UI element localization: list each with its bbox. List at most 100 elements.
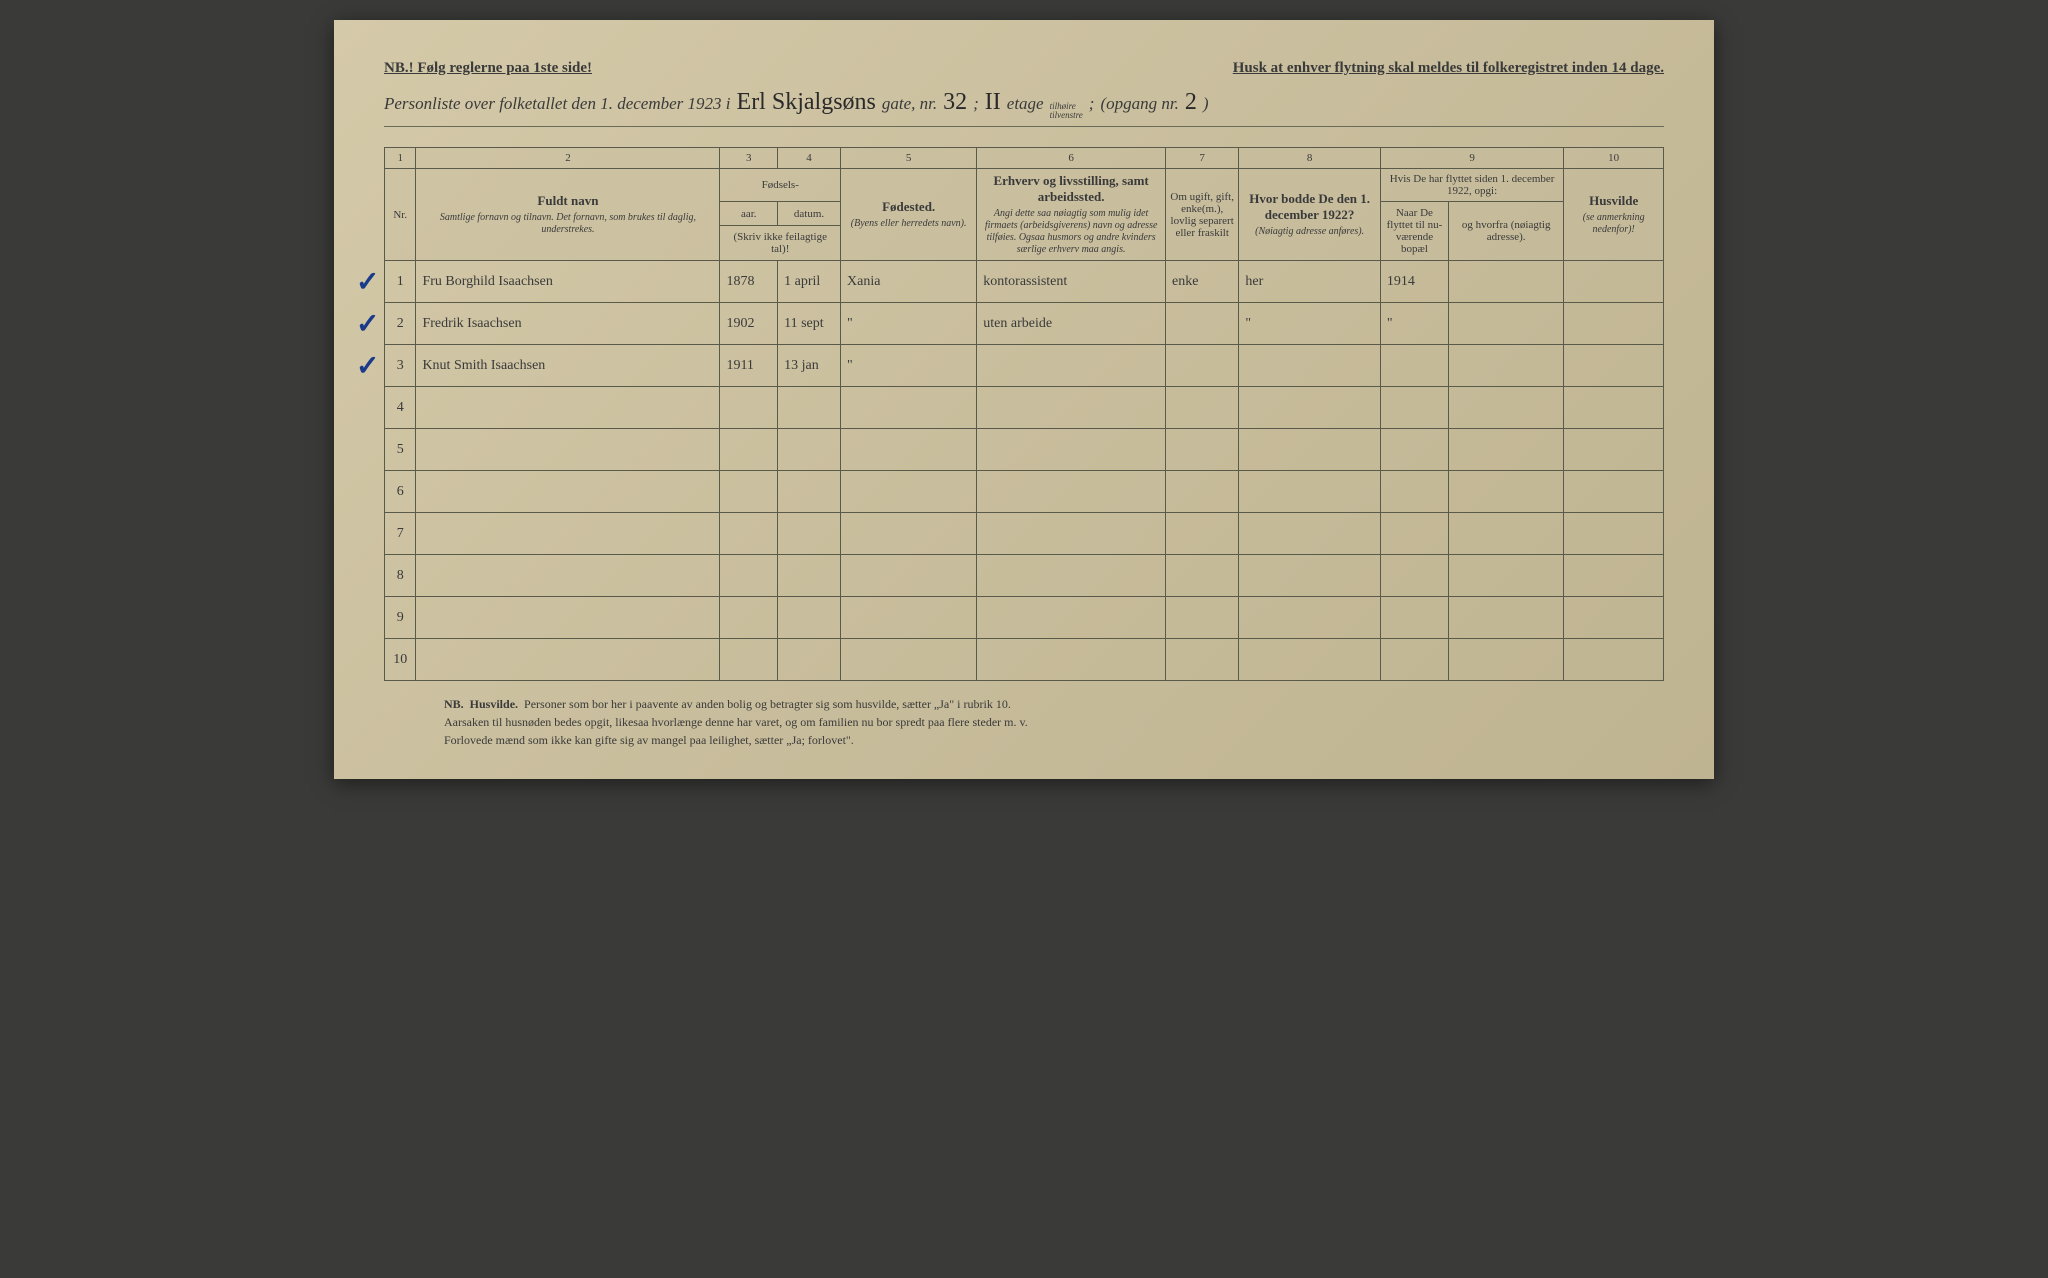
cell-name [416, 429, 720, 471]
cell-bodde [1239, 471, 1381, 513]
side-options: tilhøire tilvenstre [1050, 102, 1083, 120]
col-fodested-sub: (Byens eller herredets navn). [844, 218, 973, 230]
cell-status: enke [1165, 261, 1238, 303]
table-row: 4 [385, 387, 1664, 429]
cell-status [1165, 513, 1238, 555]
col-fodsels-sub: (Skriv ikke feilagtige tal)! [720, 226, 841, 261]
col-bodde: Hvor bodde De den 1. december 1922? (Nøi… [1239, 169, 1381, 261]
checkmark-icon: ✓ [356, 349, 379, 382]
etage-label: etage [1007, 94, 1044, 114]
cell-erhverv: uten arbeide [977, 303, 1166, 345]
cell-erhverv [977, 639, 1166, 681]
footer-line3: Forlovede mænd som ikke kan gifte sig av… [444, 733, 854, 747]
title-prefix: Personliste over folketallet den 1. dece… [384, 94, 731, 114]
cell-erhverv [977, 513, 1166, 555]
colnum-7: 7 [1165, 148, 1238, 169]
cell-aar [720, 387, 778, 429]
cell-name [416, 639, 720, 681]
table-row: 6 [385, 471, 1664, 513]
col-bodde-sub: (Nøiagtig adresse anføres). [1242, 226, 1377, 238]
cell-bodde: " [1239, 303, 1381, 345]
table-row: 10 [385, 639, 1664, 681]
cell-flyttet [1380, 345, 1448, 387]
col-flyttet-top: Hvis De har flyttet siden 1. december 19… [1380, 169, 1563, 202]
table-row: 5 [385, 429, 1664, 471]
opgang-label: (opgang nr. [1100, 94, 1178, 114]
semicolon2: ; [1089, 94, 1095, 114]
col-fodested: Fødested. (Byens eller herredets navn). [841, 169, 977, 261]
cell-datum [778, 429, 841, 471]
cell-flyttet: " [1380, 303, 1448, 345]
cell-status [1165, 303, 1238, 345]
census-table: 1 2 3 4 5 6 7 8 9 10 Nr. Fuldt navn Samt… [384, 147, 1664, 681]
row-nr: 2 [385, 303, 416, 345]
col-name-sub: Samtlige fornavn og tilnavn. Det fornavn… [419, 212, 716, 236]
table-row: 1Fru Borghild Isaachsen18781 aprilXaniak… [385, 261, 1664, 303]
etage-number: II [985, 89, 1001, 116]
checkmark-icon: ✓ [356, 307, 379, 340]
col-fodested-main: Fødested. [882, 199, 935, 214]
row-nr: 8 [385, 555, 416, 597]
cell-aar [720, 639, 778, 681]
cell-fodested: " [841, 303, 977, 345]
colnum-2: 2 [416, 148, 720, 169]
cell-status [1165, 597, 1238, 639]
cell-flyttet [1380, 597, 1448, 639]
cell-datum [778, 555, 841, 597]
colnum-10: 10 [1564, 148, 1664, 169]
cell-bodde [1239, 513, 1381, 555]
opgang-number: 2 [1185, 89, 1197, 116]
row-nr: 3 [385, 345, 416, 387]
semicolon1: ; [973, 94, 979, 114]
col-aar: aar. [720, 202, 778, 226]
cell-datum [778, 471, 841, 513]
cell-erhverv [977, 345, 1166, 387]
col-husvilde-sub: (se anmerkning nedenfor)! [1567, 212, 1660, 236]
table-row: 7 [385, 513, 1664, 555]
cell-husvilde [1564, 513, 1664, 555]
cell-name [416, 513, 720, 555]
cell-datum: 1 april [778, 261, 841, 303]
col-naar: Naar De flyttet til nu-værende bopæl [1380, 202, 1448, 261]
col-husvilde: Husvilde (se anmerkning nedenfor)! [1564, 169, 1664, 261]
col-erhverv-main: Erhverv og livsstilling, samt arbeidsste… [993, 173, 1148, 204]
row-nr: 1 [385, 261, 416, 303]
cell-aar [720, 471, 778, 513]
cell-flyttet [1380, 429, 1448, 471]
colnum-6: 6 [977, 148, 1166, 169]
cell-aar [720, 513, 778, 555]
footer-husvilde: Husvilde. [470, 697, 518, 711]
cell-hvorfra [1449, 471, 1564, 513]
checkmark-icon: ✓ [356, 265, 379, 298]
colhead-row-top: Nr. Fuldt navn Samtlige fornavn og tilna… [385, 169, 1664, 202]
cell-aar [720, 429, 778, 471]
cell-status [1165, 639, 1238, 681]
col-bodde-main: Hvor bodde De den 1. december 1922? [1249, 191, 1370, 222]
cell-bodde [1239, 429, 1381, 471]
cell-husvilde [1564, 387, 1664, 429]
cell-husvilde [1564, 345, 1664, 387]
header-warnings: NB.! Følg reglerne paa 1ste side! Husk a… [384, 60, 1664, 77]
row-nr: 7 [385, 513, 416, 555]
cell-husvilde [1564, 597, 1664, 639]
footer-line2: Aarsaken til husnøden bedes opgit, likes… [444, 715, 1028, 729]
cell-fodested [841, 513, 977, 555]
cell-husvilde [1564, 639, 1664, 681]
col-hvorfra: og hvorfra (nøiagtig adresse). [1449, 202, 1564, 261]
cell-status [1165, 387, 1238, 429]
row-nr: 9 [385, 597, 416, 639]
cell-erhverv [977, 429, 1166, 471]
cell-hvorfra [1449, 303, 1564, 345]
cell-name [416, 387, 720, 429]
col-nr: Nr. [385, 169, 416, 261]
row-nr: 10 [385, 639, 416, 681]
cell-hvorfra [1449, 345, 1564, 387]
col-status: Om ugift, gift, enke(m.), lovlig separer… [1165, 169, 1238, 261]
colnum-1: 1 [385, 148, 416, 169]
colnum-9: 9 [1380, 148, 1563, 169]
cell-aar: 1911 [720, 345, 778, 387]
cell-datum [778, 597, 841, 639]
table-header: 1 2 3 4 5 6 7 8 9 10 Nr. Fuldt navn Samt… [385, 148, 1664, 261]
colnum-8: 8 [1239, 148, 1381, 169]
cell-hvorfra [1449, 555, 1564, 597]
